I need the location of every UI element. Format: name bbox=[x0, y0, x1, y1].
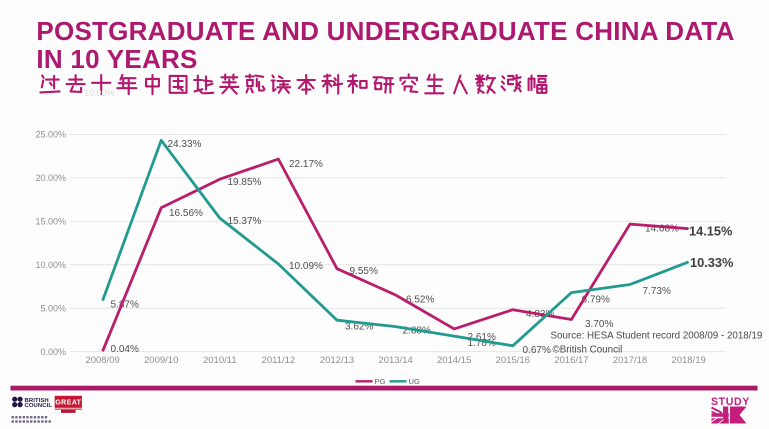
svg-text:PG: PG bbox=[375, 377, 386, 386]
svg-text:©British Council: ©British Council bbox=[553, 345, 623, 356]
svg-text:10.00%: 10.00% bbox=[84, 88, 115, 98]
svg-text:0.67%: 0.67% bbox=[523, 345, 551, 356]
svg-text:5.00%: 5.00% bbox=[40, 303, 66, 313]
svg-text:20.00%: 20.00% bbox=[35, 173, 66, 183]
svg-text:2010/11: 2010/11 bbox=[203, 355, 237, 366]
svg-text:Source: HESA Student record 20: Source: HESA Student record 2008/09 - 20… bbox=[551, 331, 763, 342]
svg-text:9.55%: 9.55% bbox=[350, 266, 378, 277]
svg-text:POSTGRADUATE AND UNDERGRADUATE: POSTGRADUATE AND UNDERGRADUATE CHINA DAT… bbox=[36, 16, 734, 46]
svg-text:10.33%: 10.33% bbox=[690, 255, 734, 270]
svg-text:0.00%: 0.00% bbox=[40, 347, 66, 357]
svg-text:14.15%: 14.15% bbox=[689, 223, 733, 238]
svg-text:19.85%: 19.85% bbox=[228, 177, 262, 188]
svg-text:3.70%: 3.70% bbox=[585, 319, 613, 330]
svg-text:22.17%: 22.17% bbox=[289, 159, 323, 170]
svg-text:15.00%: 15.00% bbox=[35, 217, 66, 227]
svg-text:IN 10 YEARS: IN 10 YEARS bbox=[36, 44, 197, 74]
svg-text:COUNCIL: COUNCIL bbox=[25, 403, 53, 409]
svg-text:24.33%: 24.33% bbox=[168, 139, 202, 150]
svg-text:GREAT: GREAT bbox=[55, 398, 81, 407]
svg-text:2.61%: 2.61% bbox=[468, 332, 496, 343]
svg-text:1.78%: 1.78% bbox=[468, 338, 496, 349]
svg-text:STUDY: STUDY bbox=[711, 396, 750, 408]
svg-text:15.37%: 15.37% bbox=[228, 216, 262, 227]
svg-text:3.62%: 3.62% bbox=[345, 322, 373, 333]
svg-text:5.87%: 5.87% bbox=[111, 300, 139, 311]
svg-text:6.52%: 6.52% bbox=[406, 295, 434, 306]
svg-text:2016/17: 2016/17 bbox=[554, 355, 588, 366]
svg-text:6.79%: 6.79% bbox=[582, 295, 610, 306]
svg-text:14.68%: 14.68% bbox=[645, 224, 679, 235]
svg-text:2014/15: 2014/15 bbox=[437, 355, 471, 366]
svg-text:2009/10: 2009/10 bbox=[144, 355, 178, 366]
svg-text:2008/09: 2008/09 bbox=[85, 355, 119, 366]
svg-text:25.00%: 25.00% bbox=[35, 130, 66, 140]
svg-text:10.09%: 10.09% bbox=[289, 261, 323, 272]
svg-text:BRITISH: BRITISH bbox=[25, 398, 49, 404]
svg-text:0.04%: 0.04% bbox=[111, 344, 139, 355]
svg-text:2017/18: 2017/18 bbox=[613, 355, 647, 366]
svg-text:2012/13: 2012/13 bbox=[320, 355, 354, 366]
svg-text:2013/14: 2013/14 bbox=[378, 355, 412, 366]
svg-text:2011/12: 2011/12 bbox=[262, 355, 296, 366]
svg-text:2015/16: 2015/16 bbox=[496, 355, 530, 366]
svg-text:7.73%: 7.73% bbox=[643, 286, 671, 297]
svg-text:UG: UG bbox=[409, 377, 420, 386]
svg-text:16.56%: 16.56% bbox=[169, 208, 203, 219]
svg-text:10.00%: 10.00% bbox=[35, 260, 66, 270]
svg-text:2018/19: 2018/19 bbox=[671, 355, 705, 366]
